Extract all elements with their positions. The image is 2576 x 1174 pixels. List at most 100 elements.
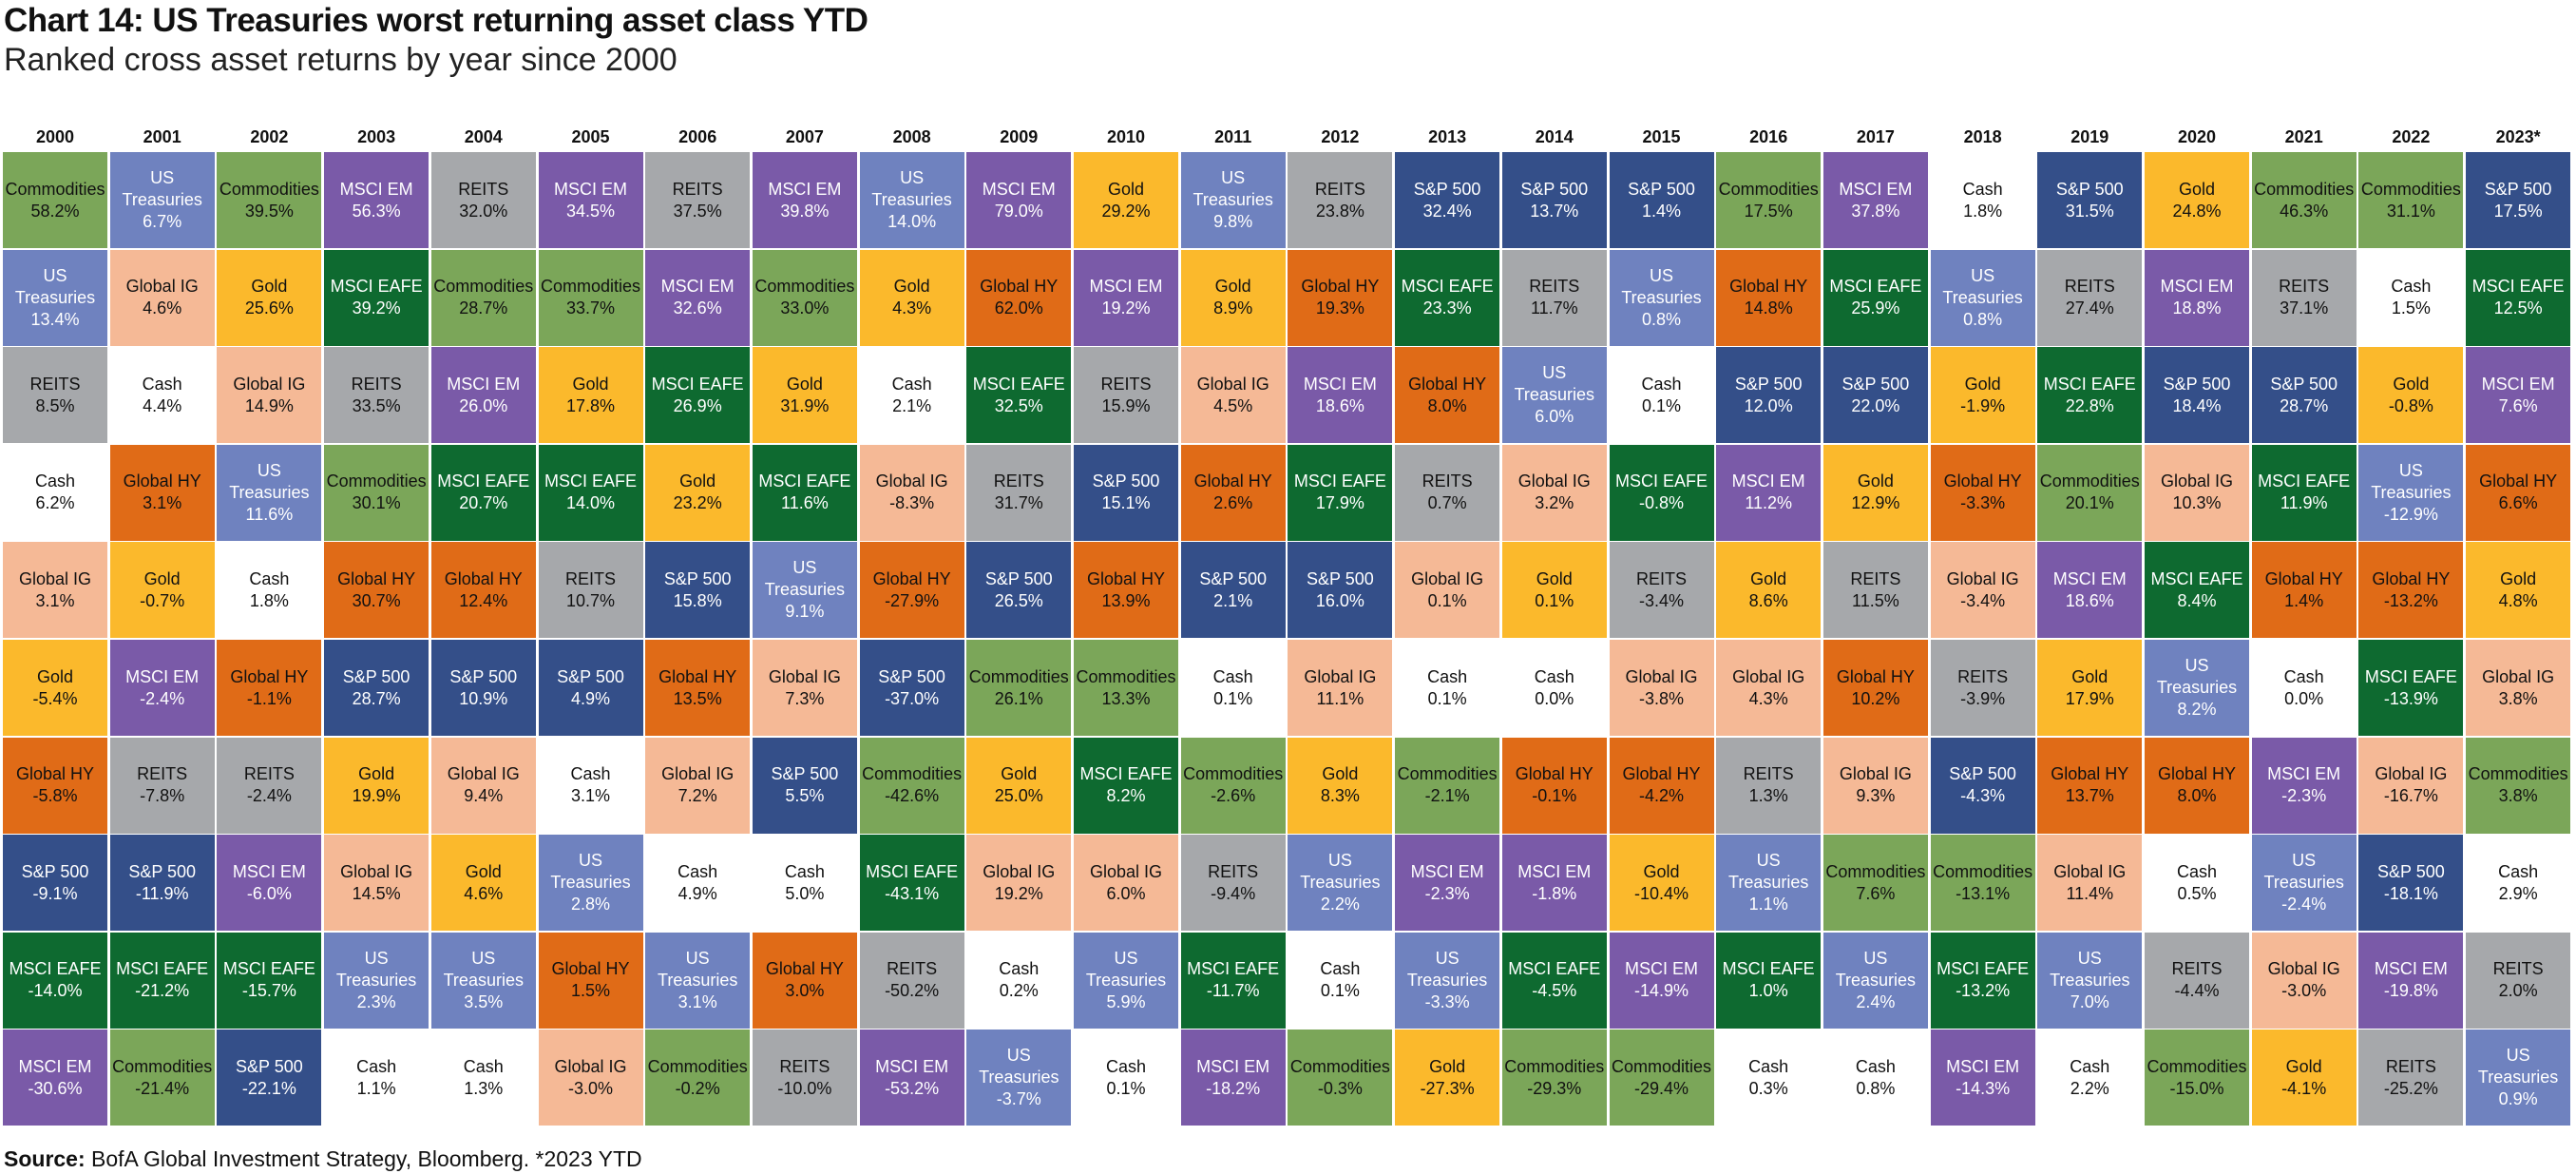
asset-return: 34.5% bbox=[565, 201, 616, 221]
asset-return: 6.6% bbox=[2498, 493, 2538, 513]
asset-name: Gold bbox=[1107, 179, 1145, 199]
asset-name: Global IG bbox=[1625, 666, 1698, 686]
asset-name: Global IG bbox=[2160, 472, 2234, 491]
asset-cell: Global HY -27.9% bbox=[859, 542, 964, 639]
asset-return: 23.3% bbox=[1422, 298, 1472, 318]
asset-name: S&P 500 bbox=[2377, 861, 2445, 881]
asset-name: Commodities bbox=[2254, 179, 2355, 199]
asset-cell: Global HY 19.3% bbox=[1288, 249, 1393, 346]
asset-name: MSCI EAFE bbox=[1293, 472, 1386, 491]
asset-name: MSCI EAFE bbox=[437, 472, 530, 491]
asset-name: Gold bbox=[1643, 861, 1680, 881]
asset-name: Global IG bbox=[1839, 764, 1912, 784]
asset-cell: MSCI EAFE 8.4% bbox=[2145, 542, 2249, 639]
asset-return: 13.3% bbox=[1101, 688, 1151, 708]
year-header: 2003 bbox=[357, 127, 396, 146]
asset-cell: Gold -27.3% bbox=[1395, 1030, 1500, 1126]
asset-return: 11.4% bbox=[2066, 883, 2114, 903]
asset-return: 12.9% bbox=[1851, 493, 1900, 513]
asset-name: Global HY bbox=[230, 666, 309, 686]
asset-name: Commodities bbox=[2147, 1056, 2247, 1076]
asset-return: -4.3% bbox=[1960, 786, 2006, 806]
asset-cell: Gold -1.9% bbox=[1930, 347, 2035, 444]
asset-name: Commodities bbox=[433, 277, 534, 297]
asset-cell: MSCI EM 19.2% bbox=[1074, 249, 1178, 346]
asset-cell: MSCI EAFE -0.8% bbox=[1609, 444, 1714, 541]
asset-name: Global IG bbox=[1304, 666, 1377, 686]
asset-name: Global HY bbox=[1408, 374, 1487, 394]
asset-name: REITS bbox=[2385, 1056, 2436, 1076]
asset-cell: S&P 500 22.0% bbox=[1822, 347, 1928, 444]
asset-return: -0.1% bbox=[1532, 786, 1577, 806]
asset-cell: Global HY 62.0% bbox=[966, 249, 1072, 346]
asset-name: MSCI EAFE bbox=[1829, 277, 1922, 297]
asset-name: Gold bbox=[1857, 472, 1894, 491]
asset-cell: REITS 10.7% bbox=[538, 542, 643, 639]
asset-name: MSCI EM bbox=[2374, 959, 2448, 979]
year-header: 2001 bbox=[143, 127, 181, 146]
asset-return: -16.7% bbox=[2383, 786, 2438, 806]
asset-return: 2.4% bbox=[1856, 991, 1896, 1011]
asset-cell: US Treasuries 3.5% bbox=[430, 932, 536, 1029]
asset-return: 30.1% bbox=[352, 493, 401, 513]
asset-cell: Global HY -1.1% bbox=[217, 640, 322, 736]
asset-return: 15.8% bbox=[673, 590, 722, 610]
asset-return: -2.4% bbox=[140, 688, 185, 708]
asset-return: 8.0% bbox=[1427, 395, 1467, 415]
asset-cell: Commodities 3.8% bbox=[2466, 737, 2571, 834]
asset-return: -8.3% bbox=[889, 493, 935, 513]
asset-name: Gold bbox=[1964, 374, 2001, 394]
asset-cell: US Treasuries 2.3% bbox=[324, 932, 429, 1029]
asset-cell: Commodities -29.4% bbox=[1609, 1030, 1714, 1126]
asset-cell: Cash 2.2% bbox=[2037, 1030, 2143, 1126]
asset-cell: MSCI EAFE -11.7% bbox=[1180, 932, 1286, 1029]
asset-return: 25.6% bbox=[244, 298, 294, 318]
asset-cell: MSCI EAFE 11.6% bbox=[752, 444, 857, 541]
asset-return: -3.4% bbox=[1960, 590, 2006, 610]
asset-cell: Cash 3.1% bbox=[538, 737, 643, 834]
asset-return: 5.0% bbox=[785, 883, 825, 903]
source-label: Source: bbox=[4, 1146, 86, 1171]
asset-return: 0.1% bbox=[1213, 688, 1253, 708]
asset-name: S&P 500 bbox=[449, 666, 518, 686]
asset-cell: MSCI EAFE 23.3% bbox=[1395, 249, 1500, 346]
asset-name: S&P 500 bbox=[128, 861, 197, 881]
asset-cell: Commodities 17.5% bbox=[1716, 152, 1822, 248]
asset-return: 2.2% bbox=[2070, 1078, 2109, 1098]
asset-return: -1.8% bbox=[1532, 883, 1577, 903]
asset-cell: MSCI EAFE 1.0% bbox=[1716, 932, 1822, 1029]
asset-cell: Commodities 31.1% bbox=[2358, 152, 2464, 248]
asset-return: 1.4% bbox=[2284, 590, 2324, 610]
year-header: 2007 bbox=[785, 127, 824, 146]
asset-cell: S&P 500 18.4% bbox=[2145, 347, 2249, 444]
asset-name: S&P 500 bbox=[1199, 568, 1268, 588]
asset-cell: Cash 1.3% bbox=[430, 1030, 536, 1126]
asset-return: 2.3% bbox=[356, 991, 396, 1011]
asset-return: -13.1% bbox=[1956, 883, 2011, 903]
asset-cell: Commodities 20.1% bbox=[2037, 444, 2143, 541]
asset-return: 37.1% bbox=[2280, 298, 2329, 318]
asset-return: -15.7% bbox=[241, 981, 296, 1001]
asset-cell: MSCI EAFE 32.5% bbox=[966, 347, 1072, 444]
asset-return: 1.1% bbox=[356, 1078, 396, 1098]
asset-cell: US Treasuries 0.9% bbox=[2466, 1030, 2571, 1126]
asset-name: Global HY bbox=[2157, 764, 2237, 784]
asset-cell: MSCI EAFE 12.5% bbox=[2466, 249, 2571, 346]
asset-cell: Commodities 33.0% bbox=[752, 249, 857, 346]
asset-return: 11.1% bbox=[1316, 688, 1364, 708]
asset-name: S&P 500 bbox=[984, 568, 1053, 588]
asset-return: 9.3% bbox=[1856, 786, 1896, 806]
asset-name: S&P 500 bbox=[21, 861, 89, 881]
asset-name: Global IG bbox=[2267, 959, 2340, 979]
asset-return: 1.5% bbox=[2391, 298, 2431, 318]
asset-return: 17.9% bbox=[2065, 688, 2114, 708]
asset-return: 1.1% bbox=[1748, 895, 1788, 914]
asset-cell: Cash 0.8% bbox=[1822, 1030, 1928, 1126]
asset-cell: MSCI EM -18.2% bbox=[1180, 1030, 1286, 1126]
asset-return: -15.0% bbox=[2169, 1078, 2224, 1098]
year-header: 2018 bbox=[1963, 127, 2002, 146]
asset-name: Cash bbox=[463, 1056, 504, 1076]
asset-name: REITS bbox=[2171, 959, 2223, 979]
asset-name: Gold bbox=[465, 861, 502, 881]
asset-cell: Global IG 3.1% bbox=[3, 542, 107, 639]
